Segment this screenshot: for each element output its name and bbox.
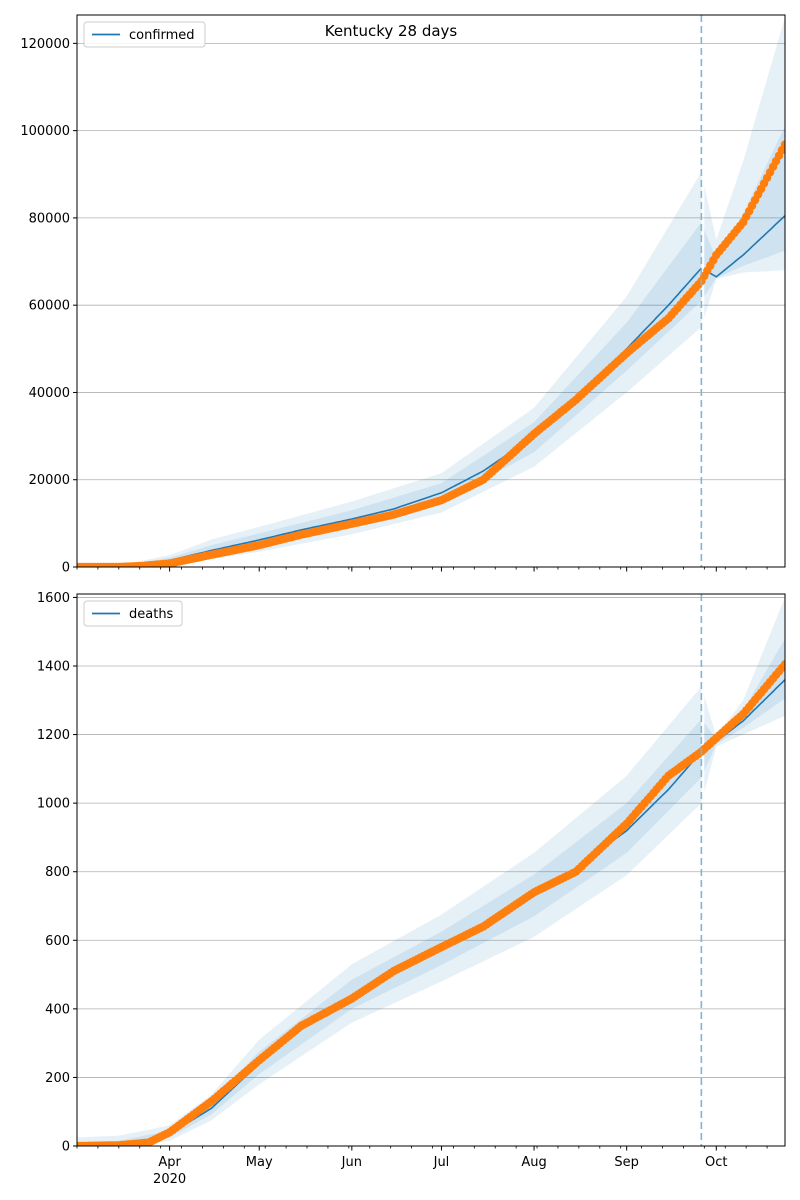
confirmed-panel: 0 20000 40000 60000 80000 100000 120000 Kentuck…: [20, 14, 786, 576]
x-tick-label: Jun: [341, 1155, 362, 1170]
y-tick-label: 120000: [20, 37, 70, 52]
deaths-panel: 0 200 400 600 800 1000 1200 1400 1600 Apr May Jun Ju…: [37, 591, 786, 1187]
series-line-confirmed: [703, 215, 785, 278]
y-tick-label: 0: [62, 1140, 70, 1155]
y-tick-label: 40000: [29, 386, 70, 401]
y-tick-label: 200: [45, 1071, 70, 1086]
uncertainty-band: [704, 126, 785, 297]
y-tick-label: 400: [45, 1002, 70, 1017]
observed-point: [780, 140, 785, 149]
legend-box: [83, 600, 183, 627]
y-tick-label: 800: [45, 865, 70, 880]
y-tick-label: 1200: [37, 728, 70, 743]
plot-area: [77, 597, 785, 1146]
y-tick-label: 1400: [37, 660, 70, 675]
y-tick-label: 600: [45, 934, 70, 949]
chart-title: Kentucky 28 days: [325, 22, 458, 40]
uncertainty-band: [77, 172, 702, 567]
uncertainty-band: [77, 719, 702, 1146]
x-tick-label: Sep: [614, 1155, 639, 1170]
observed-point: [780, 660, 785, 669]
axes-frame: [76, 14, 786, 568]
legend-box: [83, 21, 206, 48]
x-tick-label: May: [246, 1155, 273, 1170]
y-tick-label: 100000: [20, 124, 70, 139]
plot-area: [77, 17, 785, 567]
y-tick-label: 1000: [37, 797, 70, 812]
y-tick-label: 60000: [29, 299, 70, 314]
legend-label: confirmed: [129, 28, 195, 43]
y-tick-label: 20000: [29, 473, 70, 488]
x-year-label: 2020: [153, 1172, 186, 1187]
y-tick-label: 0: [62, 561, 70, 576]
x-tick-label: Jul: [433, 1155, 450, 1170]
y-tick-label: 80000: [29, 211, 70, 226]
y-tick-label: 1600: [37, 591, 70, 606]
x-tick-label: Aug: [521, 1155, 546, 1170]
legend-label: deaths: [129, 607, 174, 622]
axes-frame: [76, 593, 786, 1147]
uncertainty-band: [704, 638, 785, 771]
x-tick-label: Apr: [158, 1155, 181, 1170]
x-tick-label: Oct: [705, 1155, 727, 1170]
